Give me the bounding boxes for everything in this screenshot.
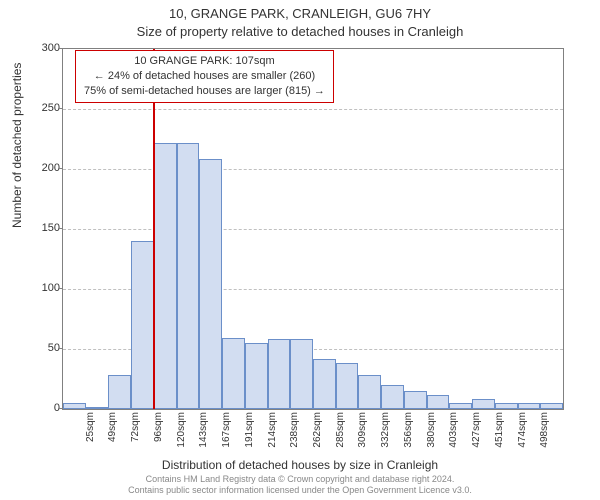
chart-title-desc: Size of property relative to detached ho… (0, 24, 600, 39)
y-tick-mark (58, 288, 62, 289)
x-tick-label: 191sqm (244, 412, 255, 462)
footer-line2: Contains public sector information licen… (0, 485, 600, 496)
y-tick-mark (58, 108, 62, 109)
x-tick-label: 72sqm (130, 412, 141, 462)
annotation-box: 10 GRANGE PARK: 107sqm← 24% of detached … (75, 50, 334, 103)
y-axis-label: Number of detached properties (10, 63, 24, 228)
histogram-bar (449, 403, 472, 409)
annotation-line: 75% of semi-detached houses are larger (… (84, 84, 325, 99)
gridline (63, 109, 563, 110)
histogram-bar (358, 375, 381, 409)
histogram-bar (404, 391, 427, 409)
y-tick-mark (58, 48, 62, 49)
x-tick-label: 380sqm (426, 412, 437, 462)
histogram-bar (290, 339, 313, 409)
x-tick-label: 49sqm (107, 412, 118, 462)
histogram-bar (108, 375, 131, 409)
histogram-bar (63, 403, 86, 409)
annotation-line: 10 GRANGE PARK: 107sqm (84, 54, 325, 69)
histogram-bar (199, 159, 222, 409)
histogram-bar (86, 407, 109, 409)
chart-container: 10, GRANGE PARK, CRANLEIGH, GU6 7HY Size… (0, 0, 600, 500)
x-tick-label: 356sqm (403, 412, 414, 462)
histogram-bar (313, 359, 336, 409)
y-tick-label: 0 (24, 402, 60, 414)
x-tick-label: 474sqm (517, 412, 528, 462)
x-tick-label: 451sqm (494, 412, 505, 462)
gridline (63, 169, 563, 170)
histogram-bar (245, 343, 268, 409)
histogram-bar (427, 395, 450, 409)
chart-title-address: 10, GRANGE PARK, CRANLEIGH, GU6 7HY (0, 6, 600, 21)
x-tick-label: 427sqm (471, 412, 482, 462)
reference-line (153, 49, 155, 409)
x-tick-label: 238sqm (289, 412, 300, 462)
x-tick-label: 214sqm (267, 412, 278, 462)
y-tick-mark (58, 348, 62, 349)
x-tick-label: 498sqm (539, 412, 550, 462)
y-tick-label: 100 (24, 282, 60, 294)
histogram-bar (222, 338, 245, 409)
histogram-bar (336, 363, 359, 409)
histogram-bar (154, 143, 177, 409)
x-tick-label: 403sqm (448, 412, 459, 462)
x-tick-label: 309sqm (357, 412, 368, 462)
annotation-line: ← 24% of detached houses are smaller (26… (84, 69, 325, 84)
x-tick-label: 120sqm (176, 412, 187, 462)
y-tick-label: 50 (24, 342, 60, 354)
y-tick-label: 150 (24, 222, 60, 234)
histogram-bar (472, 399, 495, 409)
histogram-bar (131, 241, 154, 409)
gridline (63, 229, 563, 230)
y-tick-label: 300 (24, 42, 60, 54)
histogram-bar (540, 403, 563, 409)
footer-line1: Contains HM Land Registry data © Crown c… (0, 474, 600, 485)
histogram-bar (381, 385, 404, 409)
histogram-bar (177, 143, 200, 409)
y-tick-mark (58, 408, 62, 409)
x-tick-label: 285sqm (335, 412, 346, 462)
y-tick-mark (58, 228, 62, 229)
histogram-bar (518, 403, 541, 409)
histogram-bar (495, 403, 518, 409)
y-tick-mark (58, 168, 62, 169)
x-tick-label: 25sqm (85, 412, 96, 462)
y-tick-label: 200 (24, 162, 60, 174)
x-tick-label: 96sqm (153, 412, 164, 462)
x-tick-label: 262sqm (312, 412, 323, 462)
x-tick-label: 332sqm (380, 412, 391, 462)
y-tick-label: 250 (24, 102, 60, 114)
x-tick-label: 167sqm (221, 412, 232, 462)
histogram-bar (268, 339, 291, 409)
footer-text: Contains HM Land Registry data © Crown c… (0, 474, 600, 496)
x-tick-label: 143sqm (198, 412, 209, 462)
